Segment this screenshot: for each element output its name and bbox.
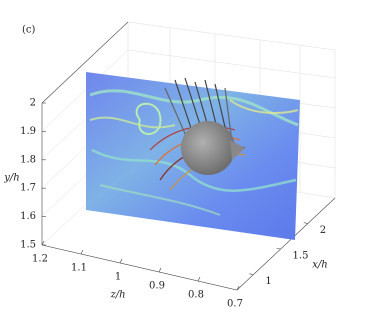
z-tick xyxy=(236,285,240,291)
x-tick-label: 1.5 xyxy=(293,251,309,262)
z-tick xyxy=(80,249,84,255)
z-tick xyxy=(158,267,162,273)
z-tick xyxy=(119,258,123,264)
y-tick-label: 1.9 xyxy=(20,126,36,137)
y-tick-label: 1.8 xyxy=(20,154,36,165)
y-tick-label: 1.7 xyxy=(20,183,36,194)
z-tick-label: 0.8 xyxy=(188,290,204,301)
z-tick-label: 0.9 xyxy=(149,281,165,292)
x-tick xyxy=(276,247,281,250)
x-tick-label: 1 xyxy=(265,276,271,287)
z-tick xyxy=(197,276,201,282)
z-tick xyxy=(41,240,45,246)
x-axis-label: x/h xyxy=(312,260,327,271)
z-tick-label: 1.2 xyxy=(32,254,48,265)
y-tick-label: 1.6 xyxy=(20,211,36,222)
z-tick-label: 1.1 xyxy=(71,263,87,274)
panel-label: (c) xyxy=(22,25,36,36)
x-tick xyxy=(303,222,308,224)
sphere xyxy=(181,121,235,175)
y-axis-label: y/h xyxy=(3,173,19,184)
z-axis-label: z/h xyxy=(109,290,125,301)
z-tick-label: 0.7 xyxy=(227,299,243,310)
y-tick-label: 2 xyxy=(30,98,36,109)
x-tick-label: 2 xyxy=(320,225,326,236)
z-tick-label: 1 xyxy=(115,272,121,283)
sphere-wake xyxy=(230,140,245,160)
x-tick xyxy=(249,273,254,275)
axis-edge xyxy=(41,21,336,291)
y-tick-label: 1.5 xyxy=(20,240,36,251)
